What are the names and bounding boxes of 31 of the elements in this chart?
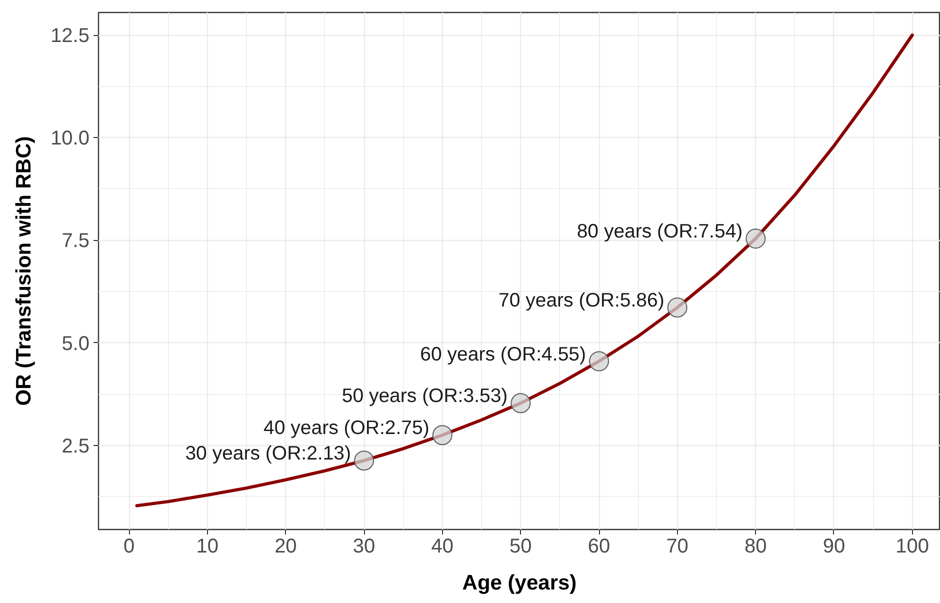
x-tick-label: 80 [744, 536, 767, 558]
annotation: 60 years (OR:4.55) [420, 343, 586, 366]
x-tick-label: 10 [196, 536, 218, 558]
point [589, 351, 609, 372]
x-tick-label: 0 [123, 536, 135, 558]
annotation: 30 years (OR:2.13) [185, 442, 352, 465]
line-series [135, 33, 914, 508]
x-tick-label: 50 [510, 536, 532, 558]
point [354, 450, 374, 471]
x-tick-label: 30 [352, 536, 376, 558]
x-tick-label: 20 [274, 536, 297, 558]
point [510, 393, 531, 414]
annotation: 70 years (OR:5.86) [498, 290, 664, 312]
y-tick-label: 5.0 [62, 332, 90, 355]
y-tick-label: 7.5 [62, 230, 90, 252]
annotation: 40 years (OR:2.75) [264, 417, 430, 440]
x-tick-label: 40 [431, 536, 454, 558]
point [746, 228, 766, 249]
y-axis-title: OR (Transfusion with RBC) [12, 136, 36, 406]
y-tick-label: 10.0 [50, 128, 90, 150]
x-tick-label: 60 [588, 536, 610, 558]
x-tick-label: 70 [666, 536, 688, 558]
point [432, 425, 452, 446]
x-tick-label: 90 [822, 536, 846, 558]
x-tick-label: 100 [896, 536, 929, 558]
point [667, 298, 688, 318]
x-axis-title: Age (years) [462, 572, 577, 594]
y-tick-label: 2.5 [62, 435, 90, 458]
annotation: 80 years (OR:7.54) [576, 220, 743, 243]
annotation: 50 years (OR:3.53) [342, 385, 508, 408]
y-tick-label: 12.5 [50, 25, 90, 48]
